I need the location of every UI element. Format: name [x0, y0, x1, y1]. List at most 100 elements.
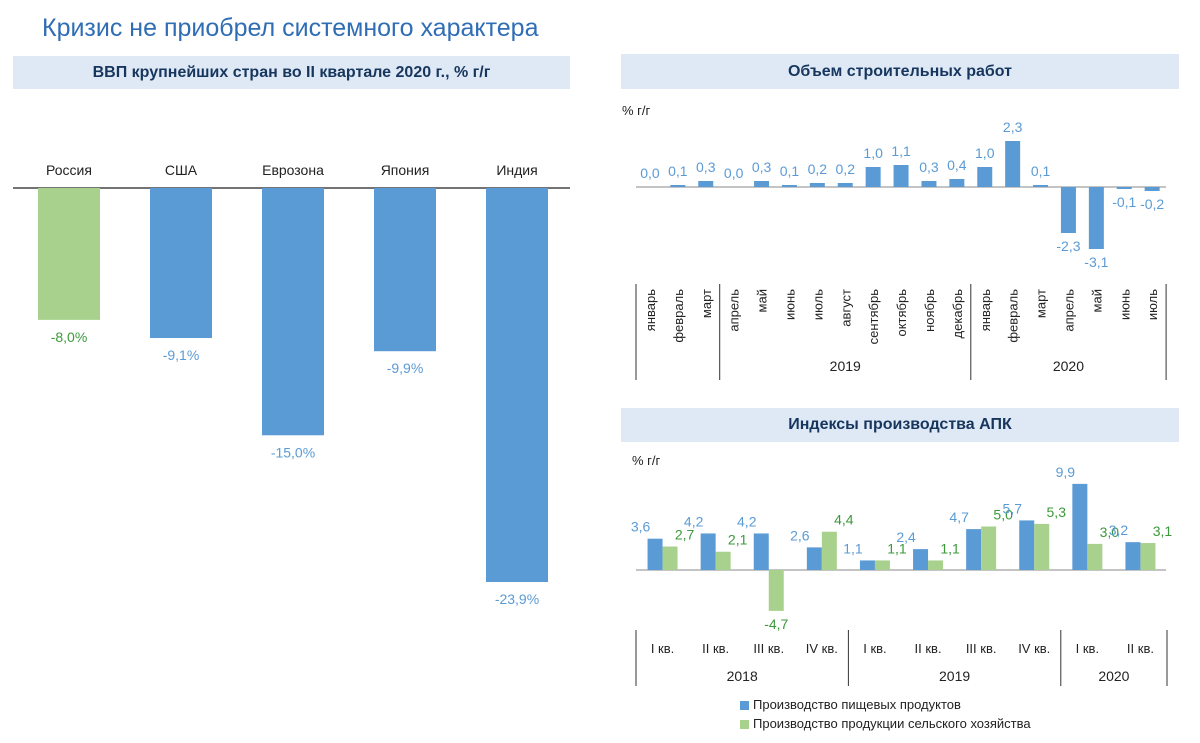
apk-food-bar	[859, 560, 875, 570]
construction-bar	[670, 185, 686, 187]
construction-value-label: 0,1	[668, 163, 688, 179]
construction-month-label: сентябрь	[866, 289, 881, 345]
apk-unit-label: % г/г	[632, 453, 661, 468]
gdp-value-label: -9,9%	[387, 360, 424, 376]
apk-agri-bar	[981, 526, 997, 570]
construction-month-label: июль	[810, 289, 825, 320]
construction-bar	[754, 181, 770, 187]
apk-agri-value-label: 1,1	[887, 540, 907, 556]
construction-month-label: май	[755, 289, 770, 312]
apk-food-value-label: 2,4	[896, 529, 916, 545]
apk-quarter-label: II кв.	[915, 641, 942, 656]
gdp-category-label: США	[165, 162, 198, 178]
apk-agri-bar	[662, 546, 678, 570]
apk-food-bar	[913, 549, 929, 570]
apk-food-value-label: 3,6	[631, 519, 651, 535]
gdp-bar	[374, 188, 436, 352]
legend-item-agri: Производство продукции сельского хозяйст…	[740, 716, 1031, 731]
construction-month-label: январь	[643, 289, 658, 331]
apk-agri-bar	[821, 531, 837, 570]
construction-year-label: 2020	[1053, 358, 1084, 374]
construction-value-label: -3,1	[1084, 254, 1108, 270]
construction-bar	[1116, 187, 1132, 189]
apk-food-value-label: 4,2	[684, 513, 704, 529]
construction-value-label: 0,0	[724, 165, 744, 181]
apk-food-bar	[1072, 483, 1088, 570]
apk-food-bar	[1125, 542, 1141, 570]
construction-chart: % г/г 0,0 январь 0,1 февраль 0,3 март 0,0 апрель…	[622, 103, 1167, 380]
apk-agri-value-label: 1,1	[940, 540, 960, 556]
apk-agri-bar	[874, 560, 890, 570]
apk-food-bar	[647, 538, 663, 570]
apk-agri-value-label: 4,4	[834, 512, 854, 528]
legend-swatch-food	[740, 701, 749, 710]
apk-food-bar	[1019, 520, 1035, 570]
apk-quarter-label: III кв.	[966, 641, 997, 656]
construction-month-label: июль	[1145, 289, 1160, 320]
construction-month-label: ноябрь	[922, 289, 937, 332]
apk-quarter-label: I кв.	[651, 641, 674, 656]
apk-food-bar	[753, 533, 769, 570]
construction-bar	[698, 181, 714, 187]
construction-bar	[781, 185, 797, 187]
construction-bar	[865, 167, 881, 187]
apk-food-value-label: 5,7	[1003, 500, 1023, 516]
gdp-value-label: -9,1%	[163, 347, 200, 363]
gdp-category-label: Россия	[46, 162, 92, 178]
apk-agri-bar	[1140, 543, 1156, 570]
apk-food-value-label: 4,7	[949, 509, 969, 525]
apk-agri-bar	[928, 560, 944, 570]
gdp-chart: Россия -8,0% США -9,1% Еврозона -15,0% Япония -…	[13, 162, 570, 607]
construction-month-label: апрель	[727, 289, 742, 332]
construction-bar	[837, 183, 853, 187]
gdp-bar	[150, 188, 212, 339]
construction-bar	[809, 183, 825, 187]
construction-month-label: апрель	[1061, 289, 1076, 332]
apk-agri-value-label: 2,1	[728, 532, 748, 548]
apk-agri-bar	[715, 551, 731, 570]
construction-value-label: 0,4	[947, 157, 967, 173]
apk-chart-title: Индексы производства АПК	[621, 408, 1179, 442]
construction-value-label: 0,3	[752, 159, 772, 175]
apk-quarter-label: I кв.	[863, 641, 886, 656]
construction-value-label: 1,1	[891, 143, 911, 159]
apk-agri-bar	[1034, 523, 1050, 570]
construction-value-label: 2,3	[1003, 119, 1023, 135]
apk-agri-value-label: 3,0	[1100, 524, 1120, 540]
construction-value-label: 0,1	[1031, 163, 1051, 179]
construction-month-label: май	[1089, 289, 1104, 312]
construction-bar	[1060, 187, 1076, 233]
construction-month-label: октябрь	[894, 289, 909, 337]
construction-month-label: февраль	[671, 289, 686, 343]
construction-month-label: декабрь	[950, 289, 965, 339]
gdp-category-label: Индия	[496, 162, 537, 178]
construction-month-label: июнь	[782, 289, 797, 320]
apk-quarter-label: II кв.	[1127, 641, 1154, 656]
apk-agri-value-label: 3,1	[1153, 523, 1173, 539]
gdp-bar	[486, 188, 548, 582]
apk-agri-bar	[1087, 543, 1103, 570]
apk-agri-value-label: 2,7	[675, 527, 695, 543]
construction-bar	[949, 179, 965, 187]
construction-bar	[1033, 185, 1049, 187]
gdp-value-label: -15,0%	[271, 444, 315, 460]
apk-year-label: 2019	[939, 668, 970, 684]
apk-agri-bar	[768, 570, 784, 611]
construction-month-label: январь	[978, 289, 993, 331]
apk-quarter-label: III кв.	[753, 641, 784, 656]
legend-label-agri: Производство продукции сельского хозяйст…	[753, 716, 1031, 731]
construction-bar	[1088, 187, 1104, 249]
legend-item-food: Производство пищевых продуктов	[740, 697, 961, 712]
apk-quarter-label: IV кв.	[1018, 641, 1050, 656]
apk-quarter-label: II кв.	[702, 641, 729, 656]
apk-food-value-label: 3,2	[1109, 522, 1129, 538]
construction-unit-label: % г/г	[622, 103, 651, 118]
apk-food-bar	[806, 547, 822, 570]
apk-agri-value-label: 5,0	[993, 507, 1013, 523]
apk-food-value-label: 1,1	[843, 540, 863, 556]
construction-value-label: 0,0	[640, 165, 660, 181]
construction-value-label: 1,0	[863, 145, 883, 161]
apk-food-value-label: 9,9	[1056, 464, 1076, 480]
construction-bar	[1005, 141, 1021, 187]
construction-value-label: 0,3	[919, 159, 939, 175]
